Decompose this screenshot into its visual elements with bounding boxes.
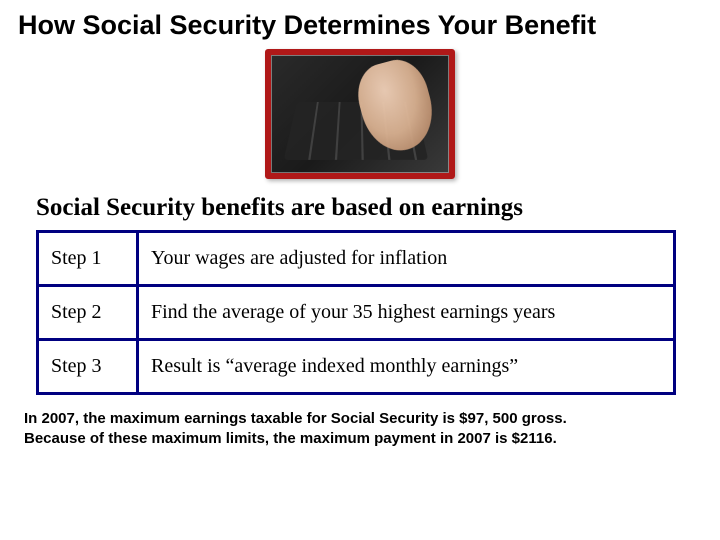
footnote-line-2: Because of these maximum limits, the max… (24, 430, 557, 447)
subtitle: Social Security benefits are based on ea… (36, 194, 702, 222)
table-row: Step 2 Find the average of your 35 highe… (38, 286, 675, 340)
step-description: Result is “average indexed monthly earni… (138, 340, 675, 394)
table-row: Step 1 Your wages are adjusted for infla… (38, 232, 675, 286)
step-label: Step 1 (38, 232, 138, 286)
step-description: Find the average of your 35 highest earn… (138, 286, 675, 340)
step-label: Step 3 (38, 340, 138, 394)
calculator-hand-image (265, 49, 455, 179)
steps-table: Step 1 Your wages are adjusted for infla… (36, 230, 676, 395)
hero-image-container (18, 49, 702, 184)
footnote-line-1: In 2007, the maximum earnings taxable fo… (24, 410, 567, 427)
page-title: How Social Security Determines Your Bene… (18, 10, 702, 41)
step-description: Your wages are adjusted for inflation (138, 232, 675, 286)
table-row: Step 3 Result is “average indexed monthl… (38, 340, 675, 394)
footnote: In 2007, the maximum earnings taxable fo… (24, 409, 702, 450)
step-label: Step 2 (38, 286, 138, 340)
